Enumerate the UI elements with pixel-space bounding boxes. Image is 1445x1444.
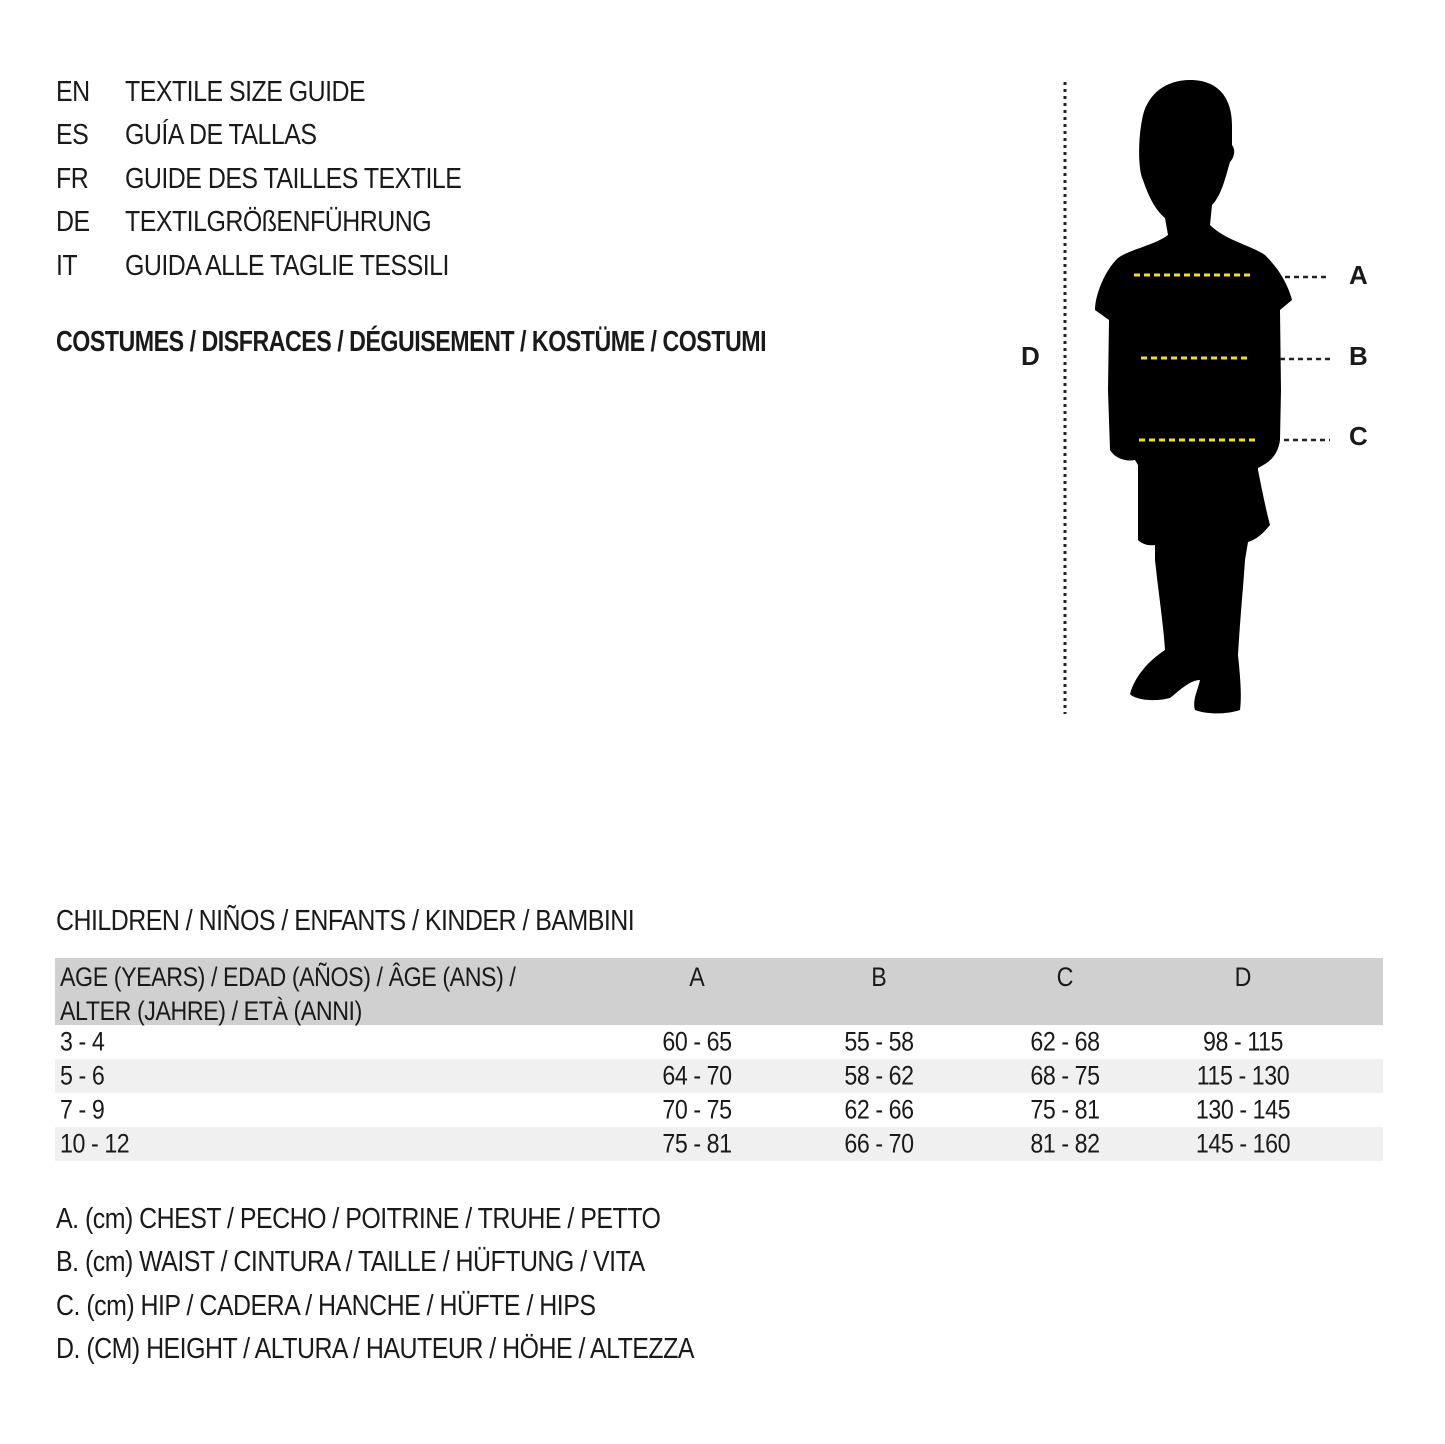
age-header: AGE (YEARS) / EDAD (AÑOS) / ÂGE (ANS) / … <box>60 960 516 1028</box>
child-silhouette-figure <box>1063 80 1330 714</box>
col-header-a: A <box>689 962 705 992</box>
legend-height: D. (CM) HEIGHT / ALTURA / HAUTEUR / HÖHE… <box>56 1333 694 1365</box>
label-c: C <box>1349 421 1368 451</box>
label-d: D <box>1021 341 1040 371</box>
title-fr: GUIDE DES TAILLES TEXTILE <box>125 163 462 195</box>
cell-d: 98 - 115 <box>1202 1026 1284 1057</box>
cell-b: 55 - 58 <box>844 1026 914 1057</box>
table-row: 7 - 9 70 - 75 62 - 66 75 - 81 130 - 145 <box>55 1093 1383 1127</box>
cell-age: 7 - 9 <box>60 1094 105 1125</box>
table-row: 5 - 6 64 - 70 58 - 62 68 - 75 115 - 130 <box>55 1059 1383 1093</box>
cell-d: 115 - 130 <box>1196 1060 1290 1091</box>
cell-a: 75 - 81 <box>662 1128 732 1159</box>
lang-code-es: ES <box>56 119 89 151</box>
title-es: GUÍA DE TALLAS <box>125 119 317 151</box>
lang-code-de: DE <box>56 206 90 238</box>
label-a: A <box>1349 260 1368 290</box>
cell-age: 5 - 6 <box>60 1060 105 1091</box>
cell-c: 68 - 75 <box>1030 1060 1100 1091</box>
cell-d: 130 - 145 <box>1195 1094 1291 1125</box>
cell-a: 60 - 65 <box>662 1026 732 1057</box>
col-header-d: D <box>1234 962 1252 992</box>
title-en: TEXTILE SIZE GUIDE <box>125 76 366 108</box>
cell-d: 145 - 160 <box>1195 1128 1291 1159</box>
cell-c: 75 - 81 <box>1030 1094 1100 1125</box>
cell-age: 10 - 12 <box>60 1128 130 1159</box>
lang-code-en: EN <box>56 76 90 108</box>
cell-a: 70 - 75 <box>662 1094 732 1125</box>
cell-b: 66 - 70 <box>844 1128 914 1159</box>
category-title: COSTUMES / DISFRACES / DÉGUISEMENT / KOS… <box>56 326 767 358</box>
lang-code-it: IT <box>56 250 78 282</box>
col-header-b: B <box>871 962 887 992</box>
cell-c: 81 - 82 <box>1030 1128 1100 1159</box>
legend-chest: A. (cm) CHEST / PECHO / POITRINE / TRUHE… <box>56 1203 661 1235</box>
cell-b: 58 - 62 <box>844 1060 914 1091</box>
legend-hip: C. (cm) HIP / CADERA / HANCHE / HÜFTE / … <box>56 1290 596 1322</box>
col-header-c: C <box>1056 962 1074 992</box>
label-b: B <box>1349 341 1368 371</box>
child-silhouette <box>1095 80 1292 714</box>
table-title: CHILDREN / NIÑOS / ENFANTS / KINDER / BA… <box>56 905 635 937</box>
lang-code-fr: FR <box>56 163 89 195</box>
table-row: 3 - 4 60 - 65 55 - 58 62 - 68 98 - 115 <box>55 1025 1383 1059</box>
title-de: TEXTILGRÖßENFÜHRUNG <box>125 206 432 238</box>
cell-c: 62 - 68 <box>1030 1026 1100 1057</box>
table-row: 10 - 12 75 - 81 66 - 70 81 - 82 145 - 16… <box>55 1127 1383 1161</box>
size-table: AGE (YEARS) / EDAD (AÑOS) / ÂGE (ANS) / … <box>55 958 1383 1161</box>
cell-age: 3 - 4 <box>60 1026 105 1057</box>
legend-waist: B. (cm) WAIST / CINTURA / TAILLE / HÜFTU… <box>56 1246 645 1278</box>
table-header: AGE (YEARS) / EDAD (AÑOS) / ÂGE (ANS) / … <box>55 958 1383 1028</box>
cell-b: 62 - 66 <box>844 1094 914 1125</box>
age-header-line2: ALTER (JAHRE) / ETÀ (ANNI) <box>60 996 362 1026</box>
cell-a: 64 - 70 <box>662 1060 732 1091</box>
title-it: GUIDA ALLE TAGLIE TESSILI <box>125 250 449 282</box>
age-header-line1: AGE (YEARS) / EDAD (AÑOS) / ÂGE (ANS) / <box>60 962 516 992</box>
